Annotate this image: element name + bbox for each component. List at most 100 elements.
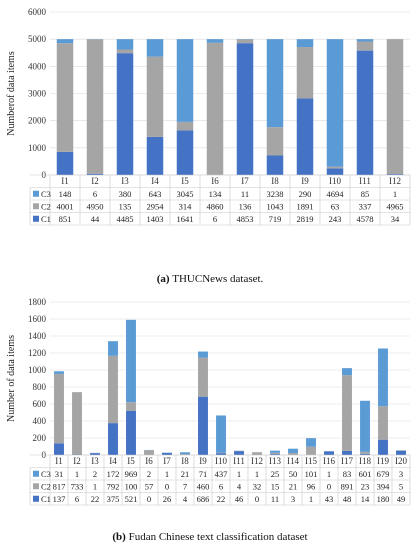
bar-segment-c1 [126, 410, 136, 455]
chart-caption: (a) THUCNews dataset. [157, 273, 264, 285]
data-label: 1641 [177, 214, 194, 224]
bar-segment-c3 [206, 39, 224, 43]
x-tick-label: I8 [271, 176, 279, 186]
legend-entry-c3: C3 [41, 469, 51, 479]
data-label: 460 [197, 481, 210, 491]
data-label: 394 [377, 481, 391, 491]
bar-segment-c2 [56, 43, 74, 152]
data-label: 314 [179, 201, 193, 211]
bar-segment-c2 [296, 47, 314, 99]
data-label: 31 [55, 469, 64, 479]
data-label: 4694 [327, 189, 345, 199]
data-label: 134 [209, 189, 223, 199]
x-tick-label: I12 [389, 176, 401, 186]
x-tick-label: I13 [269, 456, 281, 466]
y-tick-label: 1600 [28, 314, 47, 324]
legend-swatch-c3 [33, 190, 39, 197]
legend-swatch-c3 [33, 470, 39, 477]
data-label: 4 [237, 481, 242, 491]
data-label: 3045 [177, 189, 194, 199]
x-tick-label: I2 [91, 176, 99, 186]
y-tick-label: 3000 [28, 89, 47, 99]
data-label: 6 [93, 189, 97, 199]
bar-segment-c3 [288, 448, 298, 453]
bar-segment-c3 [270, 450, 280, 453]
bar-segment-c3 [326, 39, 344, 167]
legend-entry-c1: C1 [41, 494, 51, 504]
bar-segment-c1 [198, 396, 208, 455]
bar-segment-c1 [108, 423, 118, 455]
x-tick-label: I19 [377, 456, 389, 466]
bar-segment-c1 [378, 439, 388, 455]
data-label: 4860 [207, 201, 224, 211]
y-tick-label: 1000 [28, 365, 47, 375]
bar-segment-c2 [252, 452, 262, 455]
x-tick-label: I1 [61, 176, 69, 186]
y-tick-label: 200 [33, 433, 47, 443]
data-label: 46 [235, 494, 244, 504]
y-tick-label: 1200 [28, 348, 47, 358]
bar-segment-c2 [266, 127, 284, 156]
bar-segment-c3 [108, 341, 118, 356]
bar-segment-c2 [342, 375, 352, 451]
bar-segment-c3 [116, 39, 134, 50]
bar-segment-c2 [206, 42, 224, 175]
data-label: 34 [391, 214, 400, 224]
y-tick-label: 6000 [28, 7, 47, 17]
bar-segment-c3 [198, 351, 208, 358]
data-label: 32 [253, 481, 262, 491]
x-tick-label: I17 [341, 456, 353, 466]
data-label: 792 [107, 481, 120, 491]
y-axis-label: Numberof data items [6, 51, 17, 136]
data-label: 1403 [147, 214, 164, 224]
x-tick-label: I9 [199, 456, 207, 466]
data-label: 4965 [387, 201, 404, 211]
bar-segment-c2 [360, 451, 370, 454]
chart-caption: (b) Fudan Chinese text classification da… [112, 531, 307, 543]
x-tick-label: I18 [359, 456, 371, 466]
data-label: 101 [305, 469, 318, 479]
bar-segment-c3 [266, 39, 284, 128]
data-label: 1 [255, 469, 259, 479]
bar-segment-c1 [176, 130, 194, 175]
legend-entry-c1: C1 [41, 214, 51, 224]
bar-segment-c3 [180, 452, 190, 455]
data-label: 969 [125, 469, 138, 479]
bar-segment-c2 [356, 41, 374, 51]
bar-segment-c3 [342, 368, 352, 376]
data-label: 4950 [87, 201, 104, 211]
bar-segment-c3 [54, 371, 64, 374]
data-label: 11 [241, 189, 249, 199]
x-tick-label: I3 [91, 456, 99, 466]
data-label: 6 [213, 214, 217, 224]
legend-swatch-c1 [33, 495, 39, 502]
caption-text: THUCNews dataset. [172, 273, 263, 285]
data-label: 6 [219, 481, 223, 491]
data-label: 719 [269, 214, 282, 224]
bar-segment-c2 [180, 454, 190, 455]
data-label: 4001 [57, 201, 74, 211]
bar-segment-c2 [378, 406, 388, 440]
data-label: 2 [93, 469, 97, 479]
bar-segment-c1 [56, 151, 74, 175]
data-label: 817 [53, 481, 66, 491]
x-tick-label: I3 [121, 176, 129, 186]
data-label: 4 [183, 494, 188, 504]
x-tick-label: I11 [233, 456, 245, 466]
data-label: 601 [359, 469, 372, 479]
data-label: 3 [399, 469, 403, 479]
x-tick-label: I11 [359, 176, 371, 186]
bar-segment-c2 [116, 49, 134, 54]
legend-swatch-c1 [33, 215, 39, 222]
legend-swatch-c2 [33, 203, 39, 210]
data-label: 63 [331, 201, 340, 211]
y-tick-label: 5000 [28, 34, 47, 44]
data-label: 0 [327, 481, 331, 491]
bar-segment-c1 [396, 450, 406, 455]
data-label: 83 [343, 469, 352, 479]
data-label: 44 [91, 214, 100, 224]
x-tick-label: I7 [241, 176, 249, 186]
data-label: 1 [237, 469, 241, 479]
data-label: 21 [181, 469, 190, 479]
bar-segment-c1 [342, 450, 352, 455]
